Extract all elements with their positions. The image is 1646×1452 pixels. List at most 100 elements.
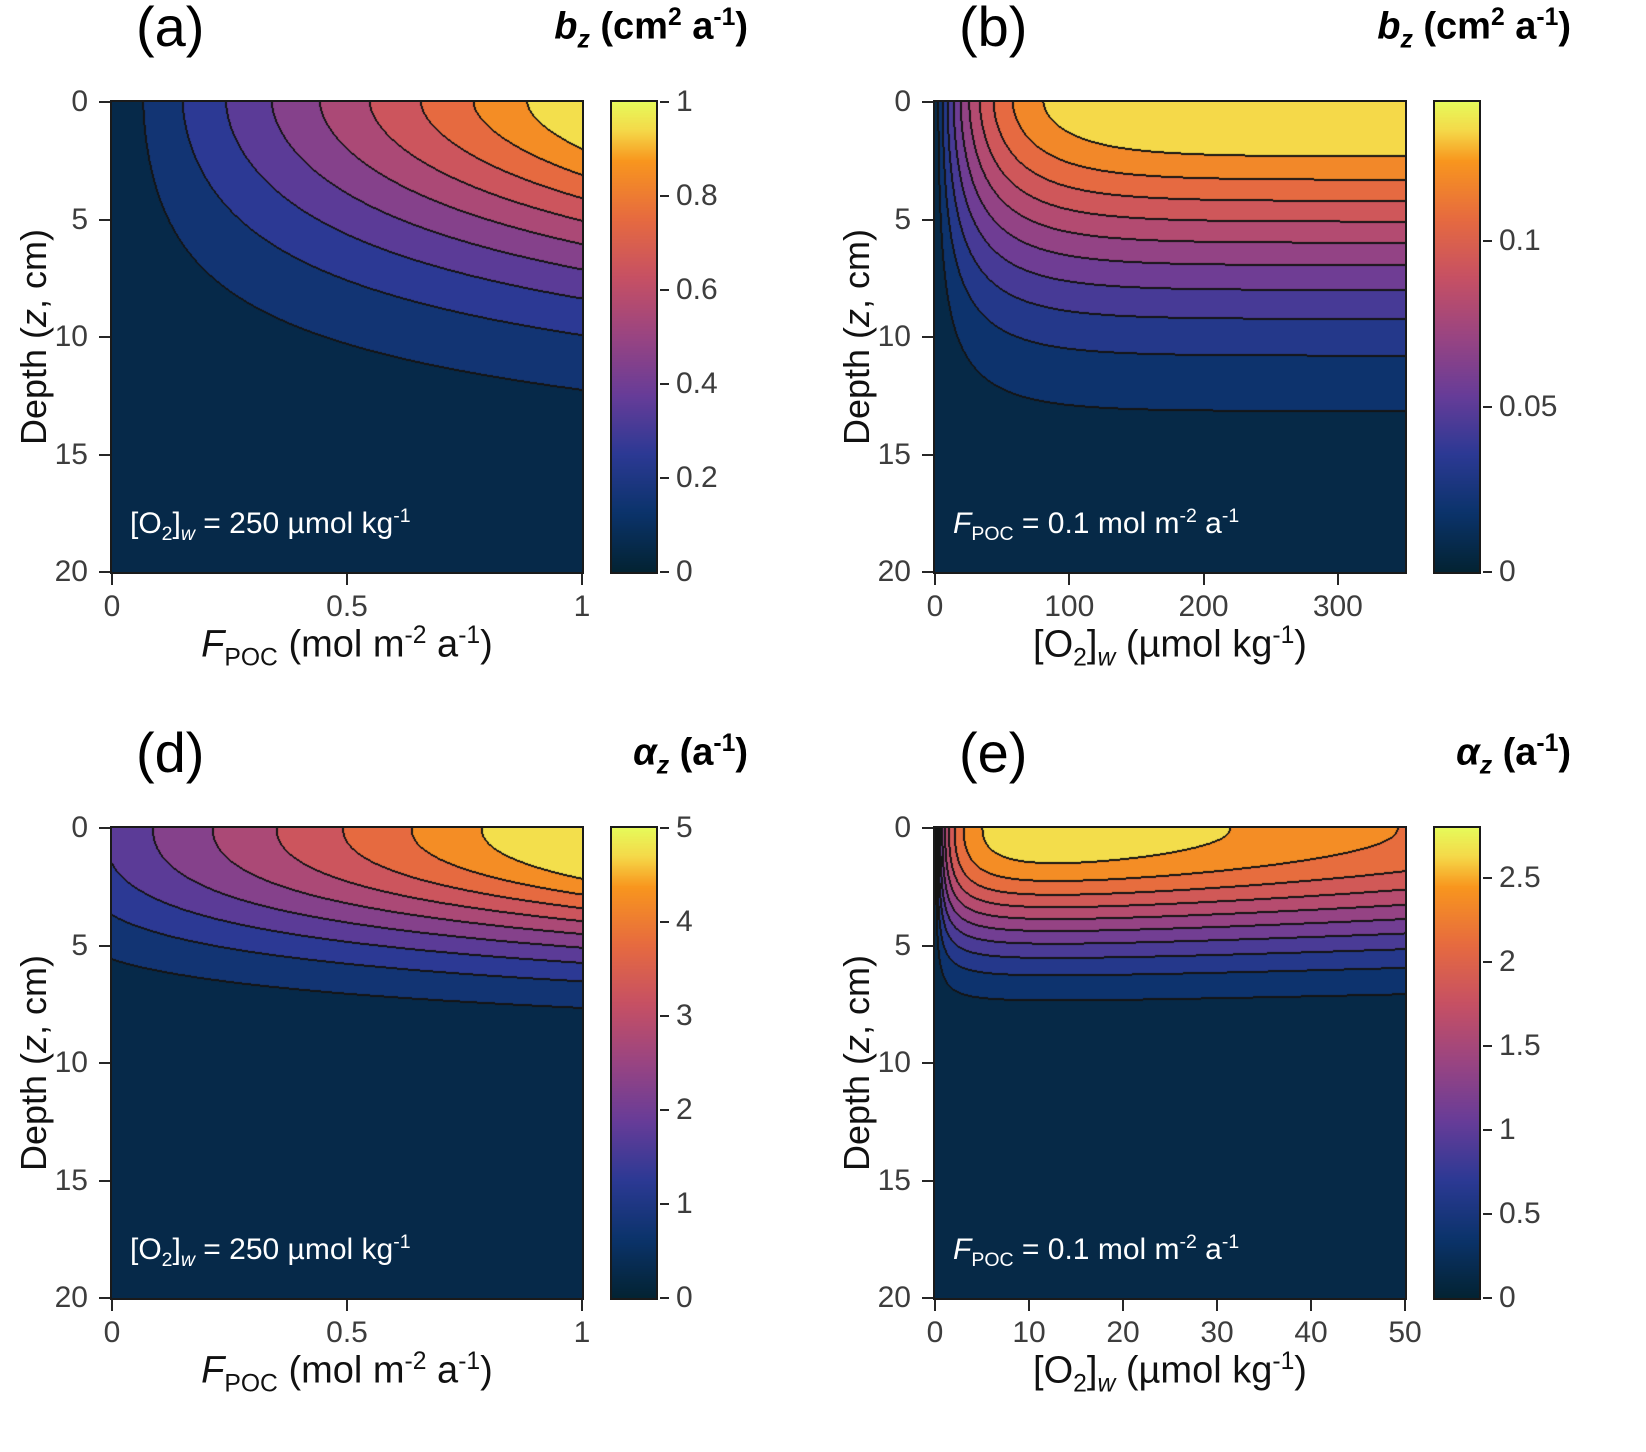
panel-b: (b) bz (cm2 a-1) Depth (z, cm) FPOC = 0.… [823,0,1646,726]
label-part: -1 [713,730,736,757]
y-tick-mark [922,944,933,947]
y-tick-mark [922,453,933,456]
label-part: F [953,507,972,540]
y-axis-ticks-e: 0 5 10 15 20 [823,811,933,1314]
x-axis-label-b: [O2]w (µmol kg-1) [935,622,1405,672]
label-part: -1 [1536,4,1559,31]
label-part: ) [1558,731,1571,774]
label-part: (a [669,731,714,774]
x-axis-label-e: [O2]w (µmol kg-1) [935,1348,1405,1398]
x-tick-label: 0 [103,590,121,623]
colorbar-tick-mark [1483,1297,1492,1299]
colorbar-tick-label: 1 [676,1187,693,1220]
colorbar-tick-mark [1483,1045,1492,1048]
colorbar-tick-mark [1483,405,1492,408]
label-part: (mol m [277,1349,405,1392]
colorbar-title-d: αz (a-1) [418,730,748,780]
colorbar-tick-label: 0.8 [676,179,718,212]
y-tick-mark [99,944,110,947]
colorbar-ticks-a: 0 0.2 0.4 0.6 0.8 1 [660,85,800,588]
colorbar-d [610,826,658,1300]
colorbar-tick-label: 0 [676,1281,693,1314]
label-part: F [201,1349,225,1392]
y-tick-label: 20 [54,555,88,588]
x-tick-mark [1028,1300,1030,1311]
y-tick-mark [922,1297,933,1299]
y-axis-ticks-d: 0 5 10 15 20 [0,811,110,1314]
label-part: -1 [1536,730,1559,757]
label-part: ] [1086,1349,1098,1392]
y-axis-ticks-a: 0 5 10 15 20 [0,85,110,588]
x-tick-label: 300 [1312,590,1363,623]
panel-letter-d: (d) [136,721,205,784]
colorbar-title-b: bz (cm2 a-1) [1241,4,1571,54]
label-part: [O [1033,1349,1074,1392]
y-tick-label: 15 [54,1163,88,1197]
panel-letter-b: (b) [959,0,1028,58]
colorbar-tick-mark [1483,961,1492,964]
colorbar-gradient-b [1435,102,1479,572]
y-tick-label: 0 [71,85,88,118]
label-part: α [633,731,657,774]
x-tick-mark [934,1300,936,1311]
colorbar-tick-label: 1.5 [1499,1029,1541,1063]
colorbar-tick-mark [1483,877,1492,880]
colorbar-tick-label: 5 [676,811,693,844]
y-tick-mark [922,1179,933,1182]
label-part: ] [1086,623,1098,666]
panel-d: (d) αz (a-1) Depth (z, cm) [O2]w = 250 µ… [0,721,823,1452]
label-part: w [180,523,195,545]
colorbar-tick-label: 0.05 [1499,389,1558,423]
x-axis-ticks-e: 0 10 20 30 40 50 [927,1300,1422,1352]
label-part: w [180,1249,195,1271]
colorbar-tick-mark [660,1109,669,1111]
colorbar-tick-label: 2.5 [1499,861,1541,895]
colorbar-tick-label: 4 [676,905,693,938]
label-part: -2 [404,1348,427,1375]
y-tick-mark [922,336,933,338]
colorbar-b [1433,100,1481,574]
panel-letter-a: (a) [136,0,205,58]
plot-annotation-d: [O2]w = 250 µmol kg-1 [130,1231,411,1272]
y-tick-mark [99,1297,110,1299]
label-part: a [426,1349,459,1392]
label-part: -1 [713,4,736,31]
y-axis-ticks-b: 0 5 10 15 20 [823,85,933,588]
label-part: w [1097,644,1116,672]
x-axis-label-a: FPOC (mol m-2 a-1) [112,622,582,672]
y-tick-label: 20 [877,555,911,588]
label-part: ) [480,1349,493,1392]
y-tick-mark [922,1062,933,1064]
y-tick-label: 5 [71,202,88,236]
label-part: ) [735,5,748,48]
label-part: (cm [589,5,668,48]
colorbar-tick-label: 0.5 [1499,1197,1541,1231]
label-part: -2 [404,622,427,649]
label-part: POC [971,523,1014,545]
label-part: -1 [1272,622,1295,649]
colorbar-tick-label: 2 [676,1093,693,1126]
y-tick-label: 15 [877,1163,911,1197]
x-tick-mark [111,1300,113,1311]
colorbar-tick-mark [1483,1129,1492,1132]
label-part: POC [224,1370,278,1398]
y-tick-mark [99,827,110,829]
plot-area-a: [O2]w = 250 µmol kg-1 [110,100,584,574]
plot-area-b: FPOC = 0.1 mol m-2 a-1 [933,100,1407,574]
label-part: 2 [667,4,682,31]
colorbar-e [1433,826,1481,1300]
label-part: 2 [1490,4,1505,31]
label-part: = 0.1 mol m [1013,1233,1180,1266]
y-tick-mark [922,827,933,829]
y-tick-mark [99,336,110,338]
y-tick-label: 5 [894,928,911,962]
colorbar-tick-label: 2 [1499,945,1516,979]
y-tick-label: 10 [54,1046,88,1079]
x-tick-label: 1 [573,590,591,623]
label-part: a [426,623,459,666]
label-part: F [201,623,225,666]
label-part: F [953,1233,972,1266]
y-tick-label: 10 [54,320,88,353]
y-tick-label: 15 [54,437,88,471]
label-part: [O [1033,623,1074,666]
